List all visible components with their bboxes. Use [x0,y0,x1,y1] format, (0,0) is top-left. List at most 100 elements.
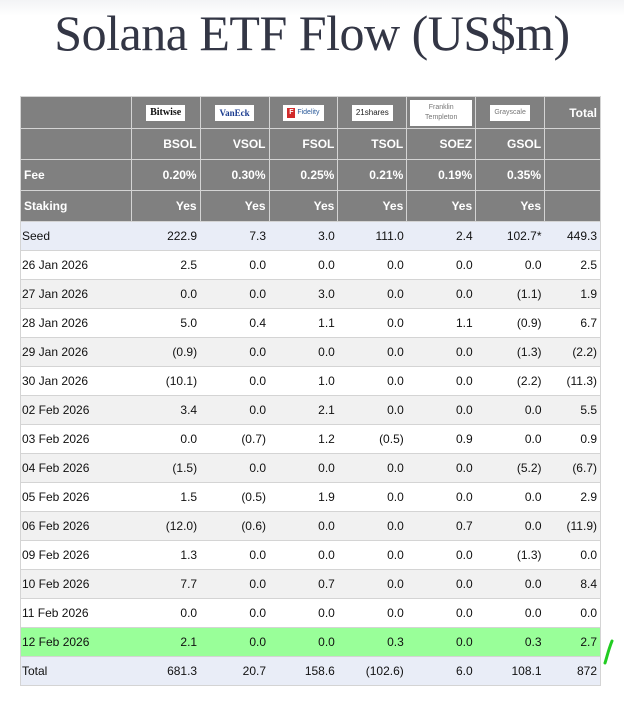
fidelity-f-icon: F [287,107,296,118]
fee-label: Fee [20,159,132,191]
flow-cell: 0.0 [337,598,407,628]
row-total-cell: (11.3) [544,366,601,396]
flow-cell: 6.0 [406,656,476,686]
flow-cell: 0.0 [269,250,338,280]
row-label: 09 Feb 2026 [20,540,132,570]
flow-cell: 0.0 [406,366,476,396]
flow-cell: 0.0 [337,511,407,541]
flow-cell: 0.0 [200,627,269,657]
ticker-cell: TSOL [337,128,408,160]
flow-cell: 681.3 [131,656,201,686]
flow-cell: 0.0 [475,569,545,599]
staking-cell: Yes [406,190,477,222]
fee-row: Fee 0.20% 0.30% 0.25% 0.21% 0.19% 0.35% [20,159,601,191]
flow-cell: 0.0 [406,279,476,309]
flow-cell: 0.0 [406,627,476,657]
flow-cell: 1.9 [269,482,338,512]
flow-cell: 0.0 [269,598,338,628]
flow-cell: 111.0 [337,221,407,251]
flow-cell: 0.0 [475,482,545,512]
flow-cell: (12.0) [131,511,201,541]
flow-cell: 0.0 [131,598,201,628]
table-row: 02 Feb 2026 3.4 0.0 2.1 0.0 0.0 0.0 5.5 [20,395,601,425]
vaneck-logo: VanEck [215,104,254,121]
flow-cell: (0.9) [475,308,545,338]
flow-cell: 0.0 [269,511,338,541]
flow-cell: 3.4 [131,395,201,425]
row-label: 03 Feb 2026 [20,424,132,454]
flow-cell: 0.9 [406,424,476,454]
total-row: Total 681.3 20.7 158.6 (102.6) 6.0 108.1 872 [20,656,601,686]
flow-cell: 0.0 [406,540,476,570]
etf-flow-table: Bitwise VanEck F Fidelity 21shares Frankl… [20,96,601,686]
ticker-cell: VSOL [199,128,270,160]
flow-cell: 2.5 [131,250,201,280]
flow-cell: (0.6) [200,511,269,541]
row-total-cell: 0.0 [544,598,601,628]
flow-cell: 1.1 [406,308,476,338]
flow-cell: 1.3 [131,540,201,570]
table-row: 29 Jan 2026 (0.9) 0.0 0.0 0.0 0.0 (1.3) (2.2) [20,337,601,367]
flow-cell: 0.0 [200,598,269,628]
row-total-cell: 8.4 [544,569,601,599]
flow-cell: 0.0 [337,308,407,338]
row-label: 26 Jan 2026 [20,250,132,280]
table-row: 26 Jan 2026 2.5 0.0 0.0 0.0 0.0 0.0 2.5 [20,250,601,280]
fee-cell: 0.20% [130,159,201,191]
row-total-cell: 2.5 [544,250,601,280]
flow-cell: 0.0 [406,337,476,367]
staking-cell: Yes [337,190,408,222]
flow-cell: (1.3) [475,540,545,570]
table-row: 04 Feb 2026 (1.5) 0.0 0.0 0.0 0.0 (5.2) (6.7) [20,453,601,483]
row-label: Total [20,656,132,686]
flow-cell: (0.5) [200,482,269,512]
flow-cell: 0.0 [337,250,407,280]
flow-cell: 2.4 [406,221,476,251]
flow-cell: 158.6 [269,656,338,686]
fee-cell: 0.35% [475,159,546,191]
flow-cell: (5.2) [475,453,545,483]
flow-cell: 0.0 [337,482,407,512]
flow-cell: 0.0 [200,540,269,570]
grayscale-logo: Grayscale [490,104,530,121]
page-title: Solana ETF Flow (US$m) [54,5,570,61]
flow-cell: 2.1 [131,627,201,657]
row-label: 12 Feb 2026 [20,627,132,657]
flow-cell: 1.1 [269,308,338,338]
flow-cell: (1.5) [131,453,201,483]
flow-cell: 0.0 [200,395,269,425]
flow-cell: 0.0 [269,540,338,570]
flow-cell: 0.0 [131,279,201,309]
flow-cell: 0.0 [200,569,269,599]
21shares-logo: 21shares [351,104,393,121]
flow-cell: (0.5) [337,424,407,454]
row-label: Seed [20,221,132,251]
staking-cell: Yes [130,190,201,222]
table-row: 03 Feb 2026 0.0 (0.7) 1.2 (0.5) 0.9 0.0 0.9 [20,424,601,454]
flow-cell: (1.1) [475,279,545,309]
flow-cell: 0.0 [200,250,269,280]
fee-cell: 0.19% [406,159,477,191]
row-label: 02 Feb 2026 [20,395,132,425]
seed-row: Seed 222.9 7.3 3.0 111.0 2.4 102.7* 449.3 [20,221,601,251]
flow-cell: 222.9 [131,221,201,251]
flow-cell: 20.7 [200,656,269,686]
flow-cell: 1.2 [269,424,338,454]
staking-cell: Yes [475,190,546,222]
row-label: 29 Jan 2026 [20,337,132,367]
flow-cell: (102.6) [337,656,407,686]
flow-cell: 3.0 [269,279,338,309]
fee-cell: 0.21% [337,159,408,191]
flow-cell: 0.0 [337,453,407,483]
fidelity-logo: F Fidelity [283,104,324,121]
flow-cell: 0.0 [475,598,545,628]
flow-cell: 0.0 [475,395,545,425]
fee-cell: 0.30% [199,159,270,191]
table-row: 27 Jan 2026 0.0 0.0 3.0 0.0 0.0 (1.1) 1.9 [20,279,601,309]
flow-cell: 0.0 [337,366,407,396]
flow-cell: 0.0 [406,598,476,628]
flow-cell: 0.7 [269,569,338,599]
flow-cell: 0.0 [131,424,201,454]
ticker-cell: SOEZ [406,128,477,160]
row-total-cell: 5.5 [544,395,601,425]
